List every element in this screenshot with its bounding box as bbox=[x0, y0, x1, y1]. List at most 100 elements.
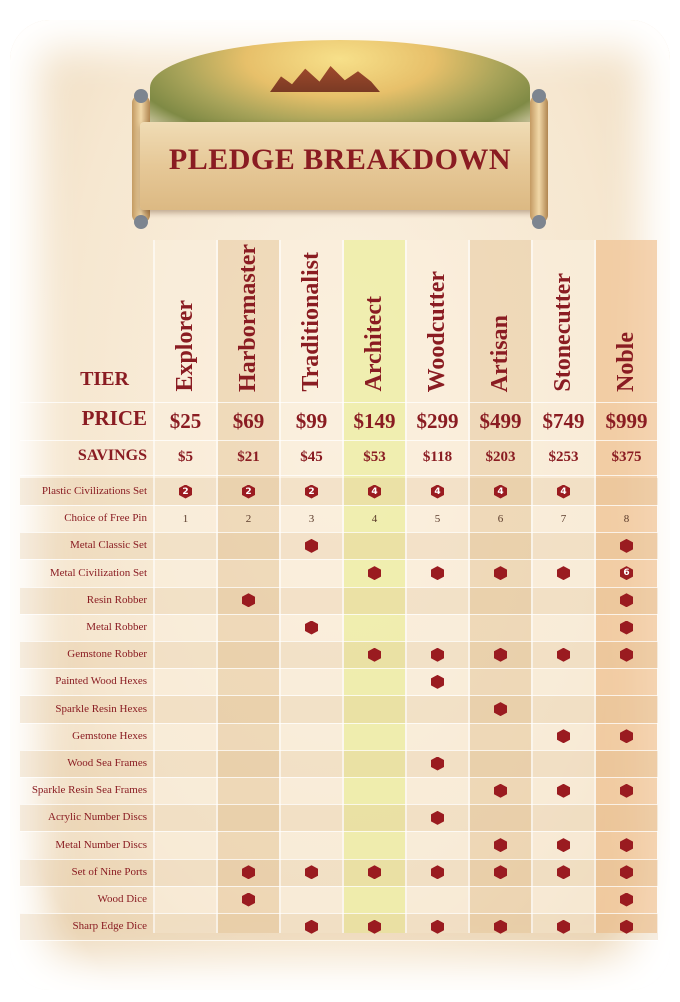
table-cell bbox=[218, 832, 279, 859]
table-cell bbox=[344, 832, 405, 859]
table-cell bbox=[533, 560, 594, 587]
table-cell bbox=[470, 913, 531, 940]
row-shade bbox=[20, 804, 658, 832]
included-hex-icon bbox=[620, 865, 633, 880]
table-cell bbox=[155, 587, 216, 614]
row-divider bbox=[20, 668, 658, 670]
table-cell: 4 bbox=[470, 478, 531, 505]
included-hex-icon bbox=[620, 647, 633, 662]
item-label: Gemstone Hexes bbox=[72, 729, 147, 742]
tier-savings: $53 bbox=[363, 449, 386, 465]
table-cell: 2 bbox=[281, 478, 342, 505]
column-divider bbox=[405, 240, 407, 933]
tier-name: Artisan bbox=[487, 314, 513, 392]
table-cell bbox=[407, 859, 468, 886]
tier-header-traditionalist: Traditionalist bbox=[281, 240, 342, 400]
table-cell bbox=[344, 560, 405, 587]
column-divider bbox=[216, 240, 218, 933]
table-cell bbox=[407, 641, 468, 668]
table-cell bbox=[218, 913, 279, 940]
table-cell: 2 bbox=[245, 512, 252, 525]
table-cell bbox=[470, 587, 531, 614]
tier-header-woodcutter: Woodcutter bbox=[407, 240, 468, 400]
quantity-hex-badge: 6 bbox=[620, 566, 633, 581]
row-divider bbox=[20, 777, 658, 778]
table-cell bbox=[155, 614, 216, 641]
row-divider bbox=[20, 831, 658, 833]
item-label: Gemstone Robber bbox=[67, 648, 147, 661]
table-cell bbox=[596, 668, 657, 695]
table-cell bbox=[218, 723, 279, 750]
table-cell bbox=[344, 804, 405, 831]
included-hex-icon bbox=[494, 919, 507, 934]
table-cell bbox=[344, 859, 405, 886]
table-cell bbox=[281, 886, 342, 913]
included-hex-icon bbox=[557, 647, 570, 662]
tier-savings: $5 bbox=[178, 449, 193, 465]
table-cell bbox=[596, 478, 657, 505]
table-cell bbox=[407, 777, 468, 804]
table-cell bbox=[218, 641, 279, 668]
quantity-hex-badge: 4 bbox=[431, 484, 444, 499]
tier-header-artisan: Artisan bbox=[470, 240, 531, 400]
table-cell bbox=[281, 913, 342, 940]
tier-price: $499 bbox=[479, 409, 522, 433]
included-hex-icon bbox=[305, 620, 318, 635]
tier-name: Architect bbox=[361, 296, 387, 392]
savings-label: SAVINGS bbox=[77, 447, 147, 464]
column-explorer-background bbox=[155, 240, 216, 933]
table-cell bbox=[281, 641, 342, 668]
column-divider bbox=[468, 240, 470, 933]
row-divider bbox=[20, 641, 658, 642]
table-cell bbox=[218, 859, 279, 886]
tier-header-noble: Noble bbox=[596, 240, 657, 400]
row-divider bbox=[20, 475, 658, 476]
table-cell bbox=[281, 532, 342, 559]
table-cell bbox=[533, 886, 594, 913]
table-cell: 4 bbox=[344, 478, 405, 505]
column-harbormaster-background bbox=[218, 240, 279, 933]
included-hex-icon bbox=[431, 865, 444, 880]
table-cell bbox=[533, 532, 594, 559]
table-cell: 8 bbox=[623, 512, 630, 525]
tier-price: $749 bbox=[542, 409, 585, 433]
table-cell bbox=[281, 804, 342, 831]
included-hex-icon bbox=[305, 919, 318, 934]
table-cell bbox=[470, 668, 531, 695]
item-label: Metal Civilization Set bbox=[49, 566, 147, 579]
tier-savings: $375 bbox=[611, 449, 642, 465]
item-label: Plastic Civilizations Set bbox=[41, 485, 147, 497]
included-hex-icon bbox=[557, 838, 570, 853]
included-hex-icon bbox=[431, 566, 444, 581]
included-hex-icon bbox=[620, 892, 633, 907]
included-hex-icon bbox=[368, 865, 381, 880]
column-noble-background bbox=[596, 240, 657, 933]
table-cell bbox=[155, 886, 216, 913]
table-cell bbox=[281, 859, 342, 886]
table-cell bbox=[533, 723, 594, 750]
tier-price: $25 bbox=[169, 409, 202, 433]
row-divider bbox=[20, 695, 658, 697]
column-divider bbox=[531, 240, 533, 933]
table-cell bbox=[218, 804, 279, 831]
table-cell bbox=[596, 777, 657, 804]
item-label: Set of Nine Ports bbox=[71, 865, 147, 878]
included-hex-icon bbox=[494, 566, 507, 581]
table-cell bbox=[596, 614, 657, 641]
row-shade bbox=[20, 478, 658, 505]
row-divider bbox=[20, 722, 658, 724]
column-stonecutter-background bbox=[533, 240, 594, 933]
table-cell bbox=[470, 777, 531, 804]
item-label: Metal Robber bbox=[86, 621, 147, 633]
tier-name: Harbormaster bbox=[235, 244, 261, 392]
table-cell bbox=[470, 532, 531, 559]
row-divider bbox=[20, 402, 658, 403]
table-cell bbox=[470, 560, 531, 587]
table-cell bbox=[155, 859, 216, 886]
row-divider bbox=[20, 804, 658, 806]
tier-savings: $118 bbox=[422, 449, 453, 465]
tier-savings: $45 bbox=[300, 449, 323, 465]
tier-price: $99 bbox=[295, 409, 328, 433]
included-hex-icon bbox=[620, 919, 633, 934]
table-cell bbox=[407, 532, 468, 559]
